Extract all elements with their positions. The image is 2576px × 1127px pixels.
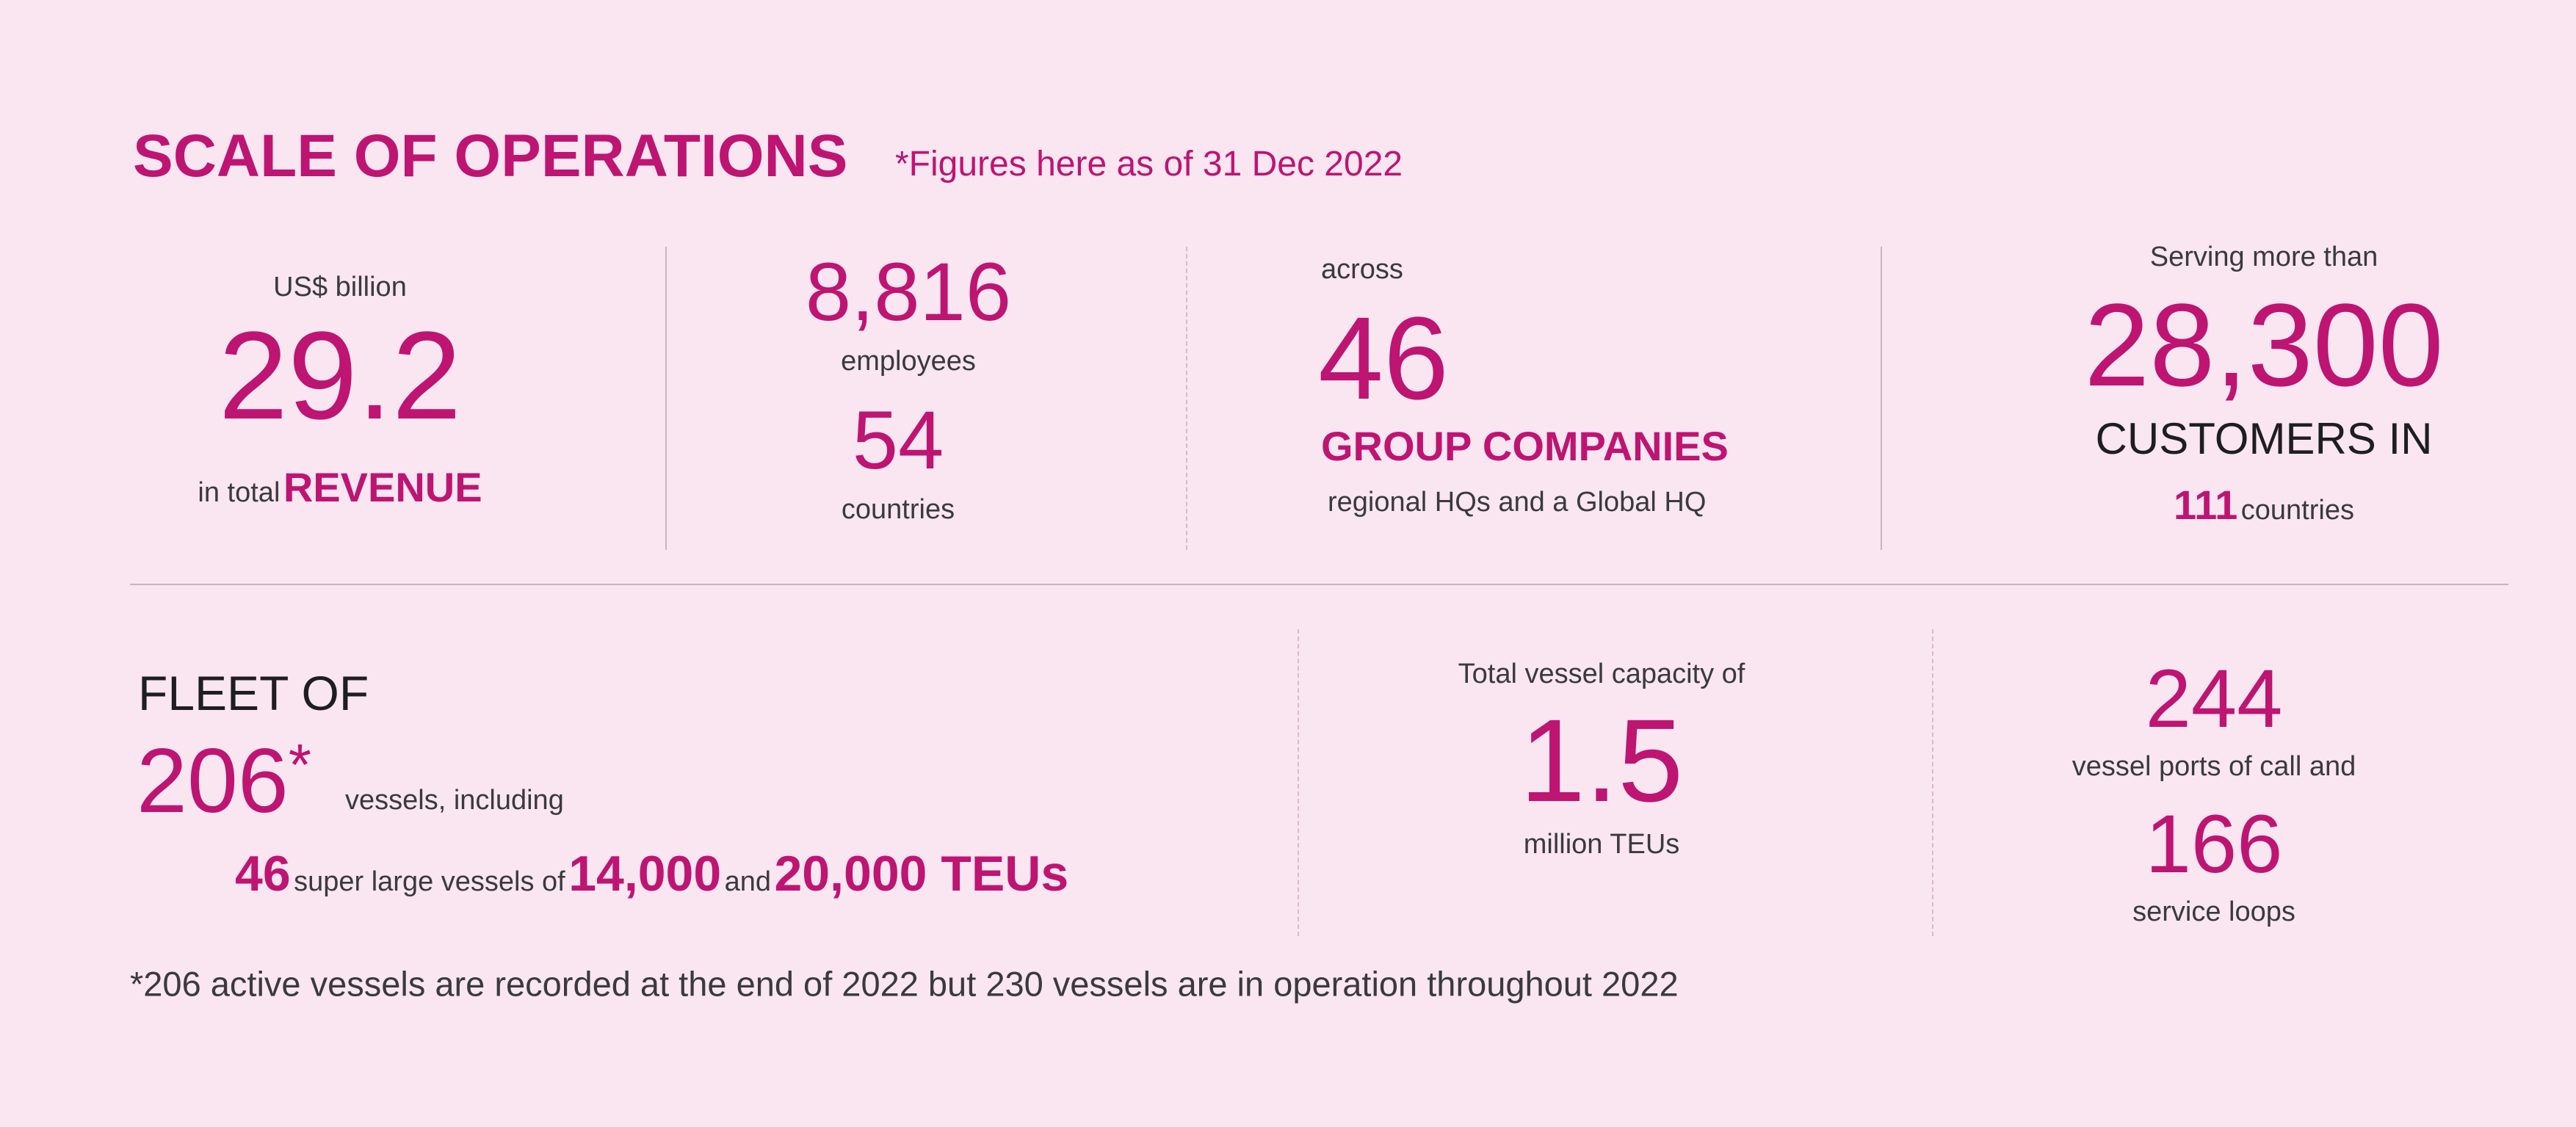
- employees-value: 8,816: [805, 246, 1012, 338]
- teu-a: 14,000: [568, 846, 722, 902]
- page-title: SCALE OF OPERATIONS: [133, 123, 848, 189]
- divider: [665, 247, 667, 550]
- large-text: super large vessels of: [294, 866, 565, 897]
- fleet-count: 206*: [137, 736, 311, 827]
- horizontal-divider: [130, 584, 2508, 585]
- revenue-unit: US$ billion: [273, 272, 407, 302]
- customers-countries: 111 countries: [2174, 485, 2354, 526]
- divider: [1298, 629, 1299, 936]
- customers-countries-label: countries: [2240, 495, 2354, 526]
- employees-label: employees: [841, 346, 976, 377]
- capacity-prefix: Total vessel capacity of: [1458, 659, 1745, 689]
- companies-value: 46: [1318, 292, 1449, 424]
- divider: [1881, 247, 1882, 550]
- fleet-suffix: vessels, including: [345, 785, 564, 816]
- fleet-value: 206: [137, 731, 289, 832]
- customers-countries-value: 111: [2174, 482, 2238, 528]
- fleet-asterisk: *: [288, 732, 312, 797]
- revenue-prefix: in total: [198, 477, 281, 508]
- capacity-value: 1.5: [1519, 695, 1684, 826]
- revenue-word: REVENUE: [283, 464, 482, 510]
- countries-label: countries: [841, 494, 955, 525]
- customers-prefix: Serving more than: [2149, 242, 2378, 272]
- revenue-label: in total REVENUE: [198, 467, 482, 508]
- date-note: *Figures here as of 31 Dec 2022: [895, 145, 1403, 184]
- fleet-large: 46 super large vessels of 14,000 and 20,…: [235, 849, 1068, 899]
- companies-label: GROUP COMPANIES: [1321, 423, 1729, 469]
- loops-value: 166: [2145, 798, 2283, 890]
- and-text: and: [724, 866, 772, 897]
- customers-value: 28,300: [2084, 279, 2444, 410]
- customers-label: CUSTOMERS IN: [2095, 414, 2433, 463]
- teu-b: 20,000 TEUs: [774, 846, 1069, 902]
- ports-label: vessel ports of call and: [2072, 751, 2356, 782]
- capacity-label: million TEUs: [1523, 829, 1680, 860]
- divider: [1186, 247, 1187, 550]
- fleet-title: FLEET OF: [138, 666, 369, 720]
- countries-value: 54: [852, 394, 944, 486]
- companies-prefix: across: [1321, 254, 1403, 285]
- loops-label: service loops: [2132, 896, 2295, 927]
- revenue-value: 29.2: [218, 306, 462, 446]
- divider: [1932, 629, 1933, 936]
- companies-sub: regional HQs and a Global HQ: [1328, 487, 1707, 518]
- ports-value: 244: [2145, 653, 2283, 744]
- large-value: 46: [235, 846, 291, 902]
- footnote: *206 active vessels are recorded at the …: [130, 964, 1679, 1004]
